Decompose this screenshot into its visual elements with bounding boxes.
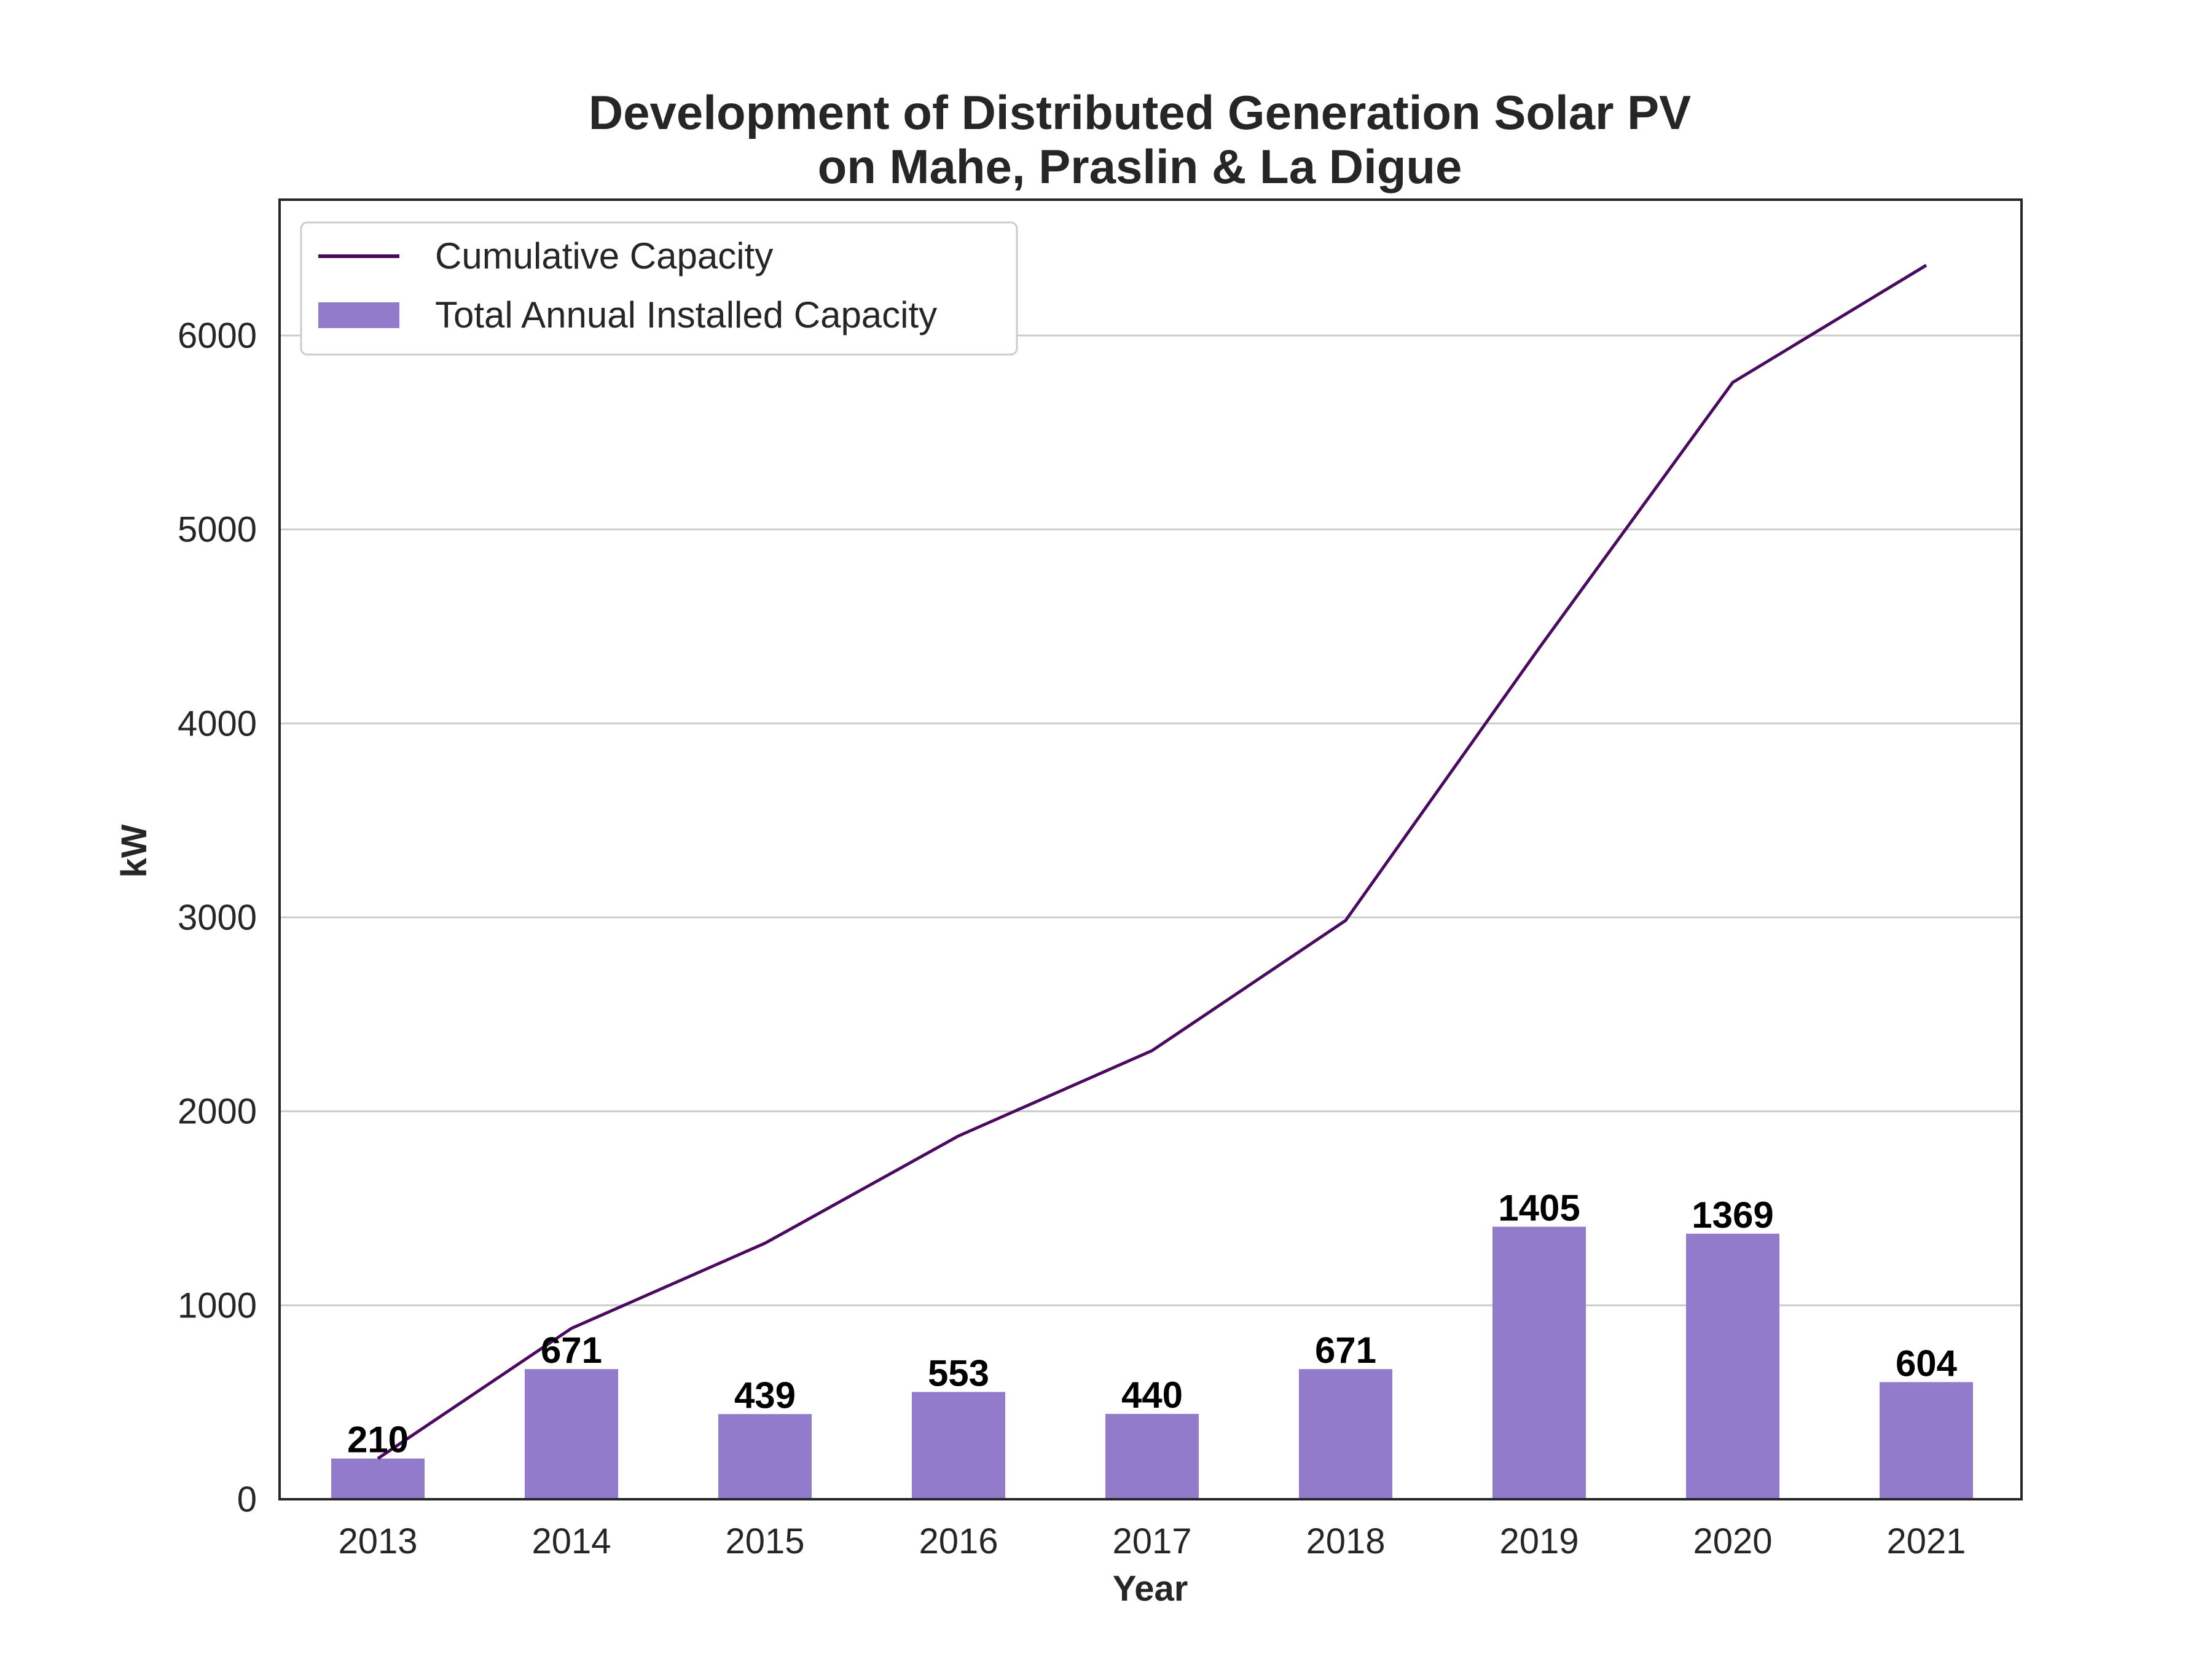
bar-label-2017: 440 [1121,1375,1183,1416]
bar-2017 [1105,1414,1199,1499]
legend-label-annual: Total Annual Installed Capacity [435,294,937,335]
bar-2013 [331,1458,425,1499]
bar-label-2021: 604 [1896,1343,1958,1384]
x-tick-label-2021: 2021 [1886,1521,1966,1561]
y-tick-label-6000: 6000 [178,316,257,356]
legend-bar-swatch [318,302,399,328]
bar-label-2019: 1405 [1498,1187,1580,1228]
y-tick-label-4000: 4000 [178,704,257,743]
y-axis-label: kW [114,824,154,877]
bar-label-2014: 671 [541,1330,602,1371]
x-tick-label-2017: 2017 [1112,1521,1191,1561]
x-tick-label-2019: 2019 [1499,1521,1579,1561]
bar-label-2018: 671 [1315,1330,1376,1371]
chart-title-line-1: Development of Distributed Generation So… [589,85,1691,139]
legend: Cumulative Capacity Total Annual Install… [300,221,1018,356]
bar-2020 [1686,1233,1779,1499]
plot-frame [278,198,2023,1500]
bar-label-2020: 1369 [1692,1194,1773,1236]
legend-box [300,221,1018,356]
x-tick-label-2013: 2013 [338,1521,417,1561]
y-tick-label-0: 0 [237,1480,257,1520]
bar-series [331,1226,1973,1499]
y-tick-label-5000: 5000 [178,510,257,550]
line-series [377,264,1928,1460]
bar-label-2015: 439 [734,1375,796,1416]
bar-2019 [1492,1226,1586,1499]
x-tick-label-2020: 2020 [1693,1521,1772,1561]
x-axis-label: Year [1113,1569,1188,1609]
bar-labels: 210 671 439 553 440 671 1405 1369 604 [347,1187,1958,1460]
bar-2015 [718,1414,812,1499]
y-tick-label-3000: 3000 [178,898,257,938]
legend-label-cumulative: Cumulative Capacity [435,235,773,276]
bar-label-2016: 553 [928,1352,989,1394]
y-axis-ticks: 0 1000 2000 3000 4000 5000 6000 [178,316,257,1520]
y-tick-label-2000: 2000 [178,1092,257,1132]
chart-title-line-2: on Mahe, Praslin & La Digue [818,139,1462,194]
gridlines [280,334,2022,1306]
x-axis-ticks: 2013 2014 2015 2016 2017 2018 2019 2020 2021 [338,1521,1966,1561]
y-tick-label-1000: 1000 [178,1285,257,1325]
x-tick-label-2016: 2016 [919,1521,998,1561]
x-tick-label-2015: 2015 [725,1521,804,1561]
x-tick-label-2018: 2018 [1306,1521,1385,1561]
x-tick-label-2014: 2014 [531,1521,611,1561]
bar-2014 [525,1369,618,1499]
bar-label-2013: 210 [347,1419,409,1461]
bar-2016 [912,1392,1005,1499]
bar-2018 [1299,1369,1392,1499]
bar-2021 [1880,1382,1973,1499]
